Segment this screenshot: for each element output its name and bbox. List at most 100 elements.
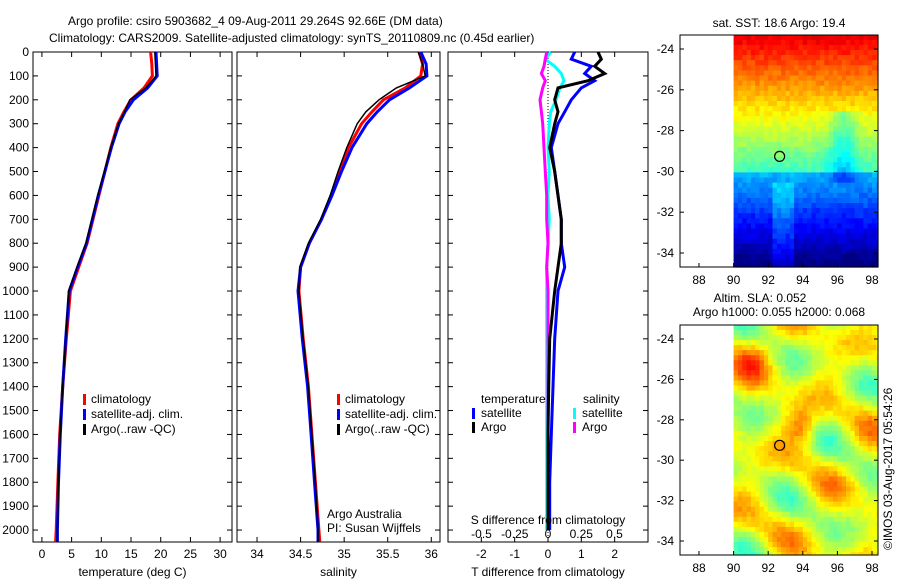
legend-swatch [83,394,86,405]
x-tick-label: 35.5 [376,547,400,561]
legend-label: Argo(..raw -QC) [91,422,176,436]
y-tick-label: 400 [9,141,29,155]
legend-swatch [472,422,475,433]
y-tick-label: 2000 [2,523,29,537]
x-axis-label: temperature (deg C) [78,565,186,579]
lon-tick-label: 92 [762,273,776,287]
x-tick-label: 5 [68,547,75,561]
legend-swatch [83,424,86,435]
sst-map-title: sat. SST: 18.6 Argo: 19.4 [713,16,846,30]
y-tick-label: 900 [9,260,29,274]
legend-label: satellite [481,406,522,420]
lat-tick-label: -26 [657,372,675,386]
lon-tick-label: 90 [727,561,741,575]
legend-swatch [337,409,340,420]
x-tick-label: 0 [39,547,46,561]
x-tick-label: 34.5 [289,547,313,561]
plot-frame [32,51,233,543]
title-line-2: Climatology: CARS2009. Satellite-adjuste… [49,31,534,45]
s-diff-tick-label: 0.25 [570,527,594,541]
x-axis-label: T difference from climatology [471,565,625,579]
annotation-program: Argo Australia [327,507,402,521]
float-location-marker [774,439,786,451]
argo-line [298,51,427,542]
sst-map: 88 90 92 94 96 98 -24 -26 -28 -30 -32 -34 sat. SST: … [657,16,879,287]
legend-temperature-title: temperature [481,392,546,406]
s-diff-tick-label: -0.5 [471,527,492,541]
map-frame [679,324,879,556]
x-tick-label: 36 [425,547,439,561]
x-tick-label: 10 [95,547,109,561]
sla-map-title-2: Argo h1000: 0.055 h2000: 0.068 [693,305,865,319]
lon-tick-label: 94 [796,561,810,575]
lon-tick-label: 92 [762,561,776,575]
lon-tick-label: 98 [865,273,879,287]
lat-tick-label: -34 [657,246,675,260]
climatology-line [297,51,425,543]
lon-tick-label: 94 [796,273,810,287]
legend-label: climatology [91,392,151,406]
y-tick-label: 1400 [2,380,29,394]
legend-label: satellite-adj. clim. [345,407,437,421]
y-tick-label: 200 [9,93,29,107]
lon-tick-label: 90 [727,273,741,287]
lat-tick-label: -32 [657,205,675,219]
lat-tick-label: -34 [657,534,675,548]
credit-text: ©IMOS 03-Aug-2017 05:54:26 [881,387,895,550]
lat-tick-label: -26 [657,83,675,97]
plot-frame [236,51,441,543]
x-tick-label: 25 [184,547,198,561]
y-tick-label: 1300 [2,356,29,370]
lon-tick-label: 88 [692,273,706,287]
x-tick-label: 34 [250,547,264,561]
lat-tick-label: -24 [657,332,675,346]
temperature-satellite-line [548,51,598,530]
legend-label: satellite-adj. clim. [91,407,183,421]
legend-swatch [472,408,475,419]
x-tick-label: 20 [154,547,168,561]
legend-swatch [573,408,576,419]
y-tick-label: 1200 [2,332,29,346]
lat-tick-label: -28 [657,124,675,138]
x-tick-label: 15 [124,547,138,561]
lat-tick-label: -30 [657,164,675,178]
y-tick-label: 100 [9,69,29,83]
lon-tick-label: 96 [831,273,845,287]
legend-swatch [573,422,576,433]
legend-salinity-title: salinity [583,392,620,406]
x-tick-label: -2 [476,547,487,561]
difference-profile-panel: -2 -1 0 1 2 T difference from climatology -0.5… [447,51,649,579]
x-axis-label: salinity [320,565,357,579]
y-tick-label: 1800 [2,475,29,489]
s-diff-axis-label: S difference from climatology [471,513,626,527]
y-tick-label: 1100 [3,308,29,322]
legend-label: climatology [345,392,405,406]
lat-tick-label: -30 [657,453,675,467]
annotation-pi: PI: Susan Wijffels [327,521,421,535]
y-tick-label: 0 [22,45,29,59]
lat-tick-label: -32 [657,494,675,508]
y-tick-label: 300 [9,117,29,131]
sla-map-title-1: Altim. SLA: 0.052 [714,291,807,305]
y-tick-label: 700 [9,212,29,226]
x-tick-label: -1 [509,547,520,561]
argo-line [56,51,157,542]
lon-tick-label: 98 [865,561,879,575]
s-diff-tick-label: -0.25 [501,527,529,541]
lat-tick-label: -28 [657,413,675,427]
x-tick-label: 0 [545,547,552,561]
x-tick-label: 1 [578,547,585,561]
temperature-profile-panel: 0 5 10 15 20 25 30 temperature (deg C) 0 100 200 30… [2,45,233,579]
s-diff-tick-label: 0 [545,527,552,541]
temperature-argo-line [546,51,608,530]
lat-tick-label: -24 [657,42,675,56]
map-frame [679,34,879,268]
legend-label: satellite [582,406,623,420]
y-tick-label: 1600 [2,427,29,441]
salinity-profile-panel: 34 34.5 35 35.5 36 salinity climatologysatelli… [236,51,441,579]
legend-label: Argo [582,420,608,434]
sla-map: 88 90 92 94 96 98 -24 -26 -28 -30 -32 -34 Altim. SLA… [657,291,879,575]
legend-swatch [337,394,340,405]
y-tick-label: 1500 [2,404,29,418]
satellite-adj-line [296,51,429,542]
